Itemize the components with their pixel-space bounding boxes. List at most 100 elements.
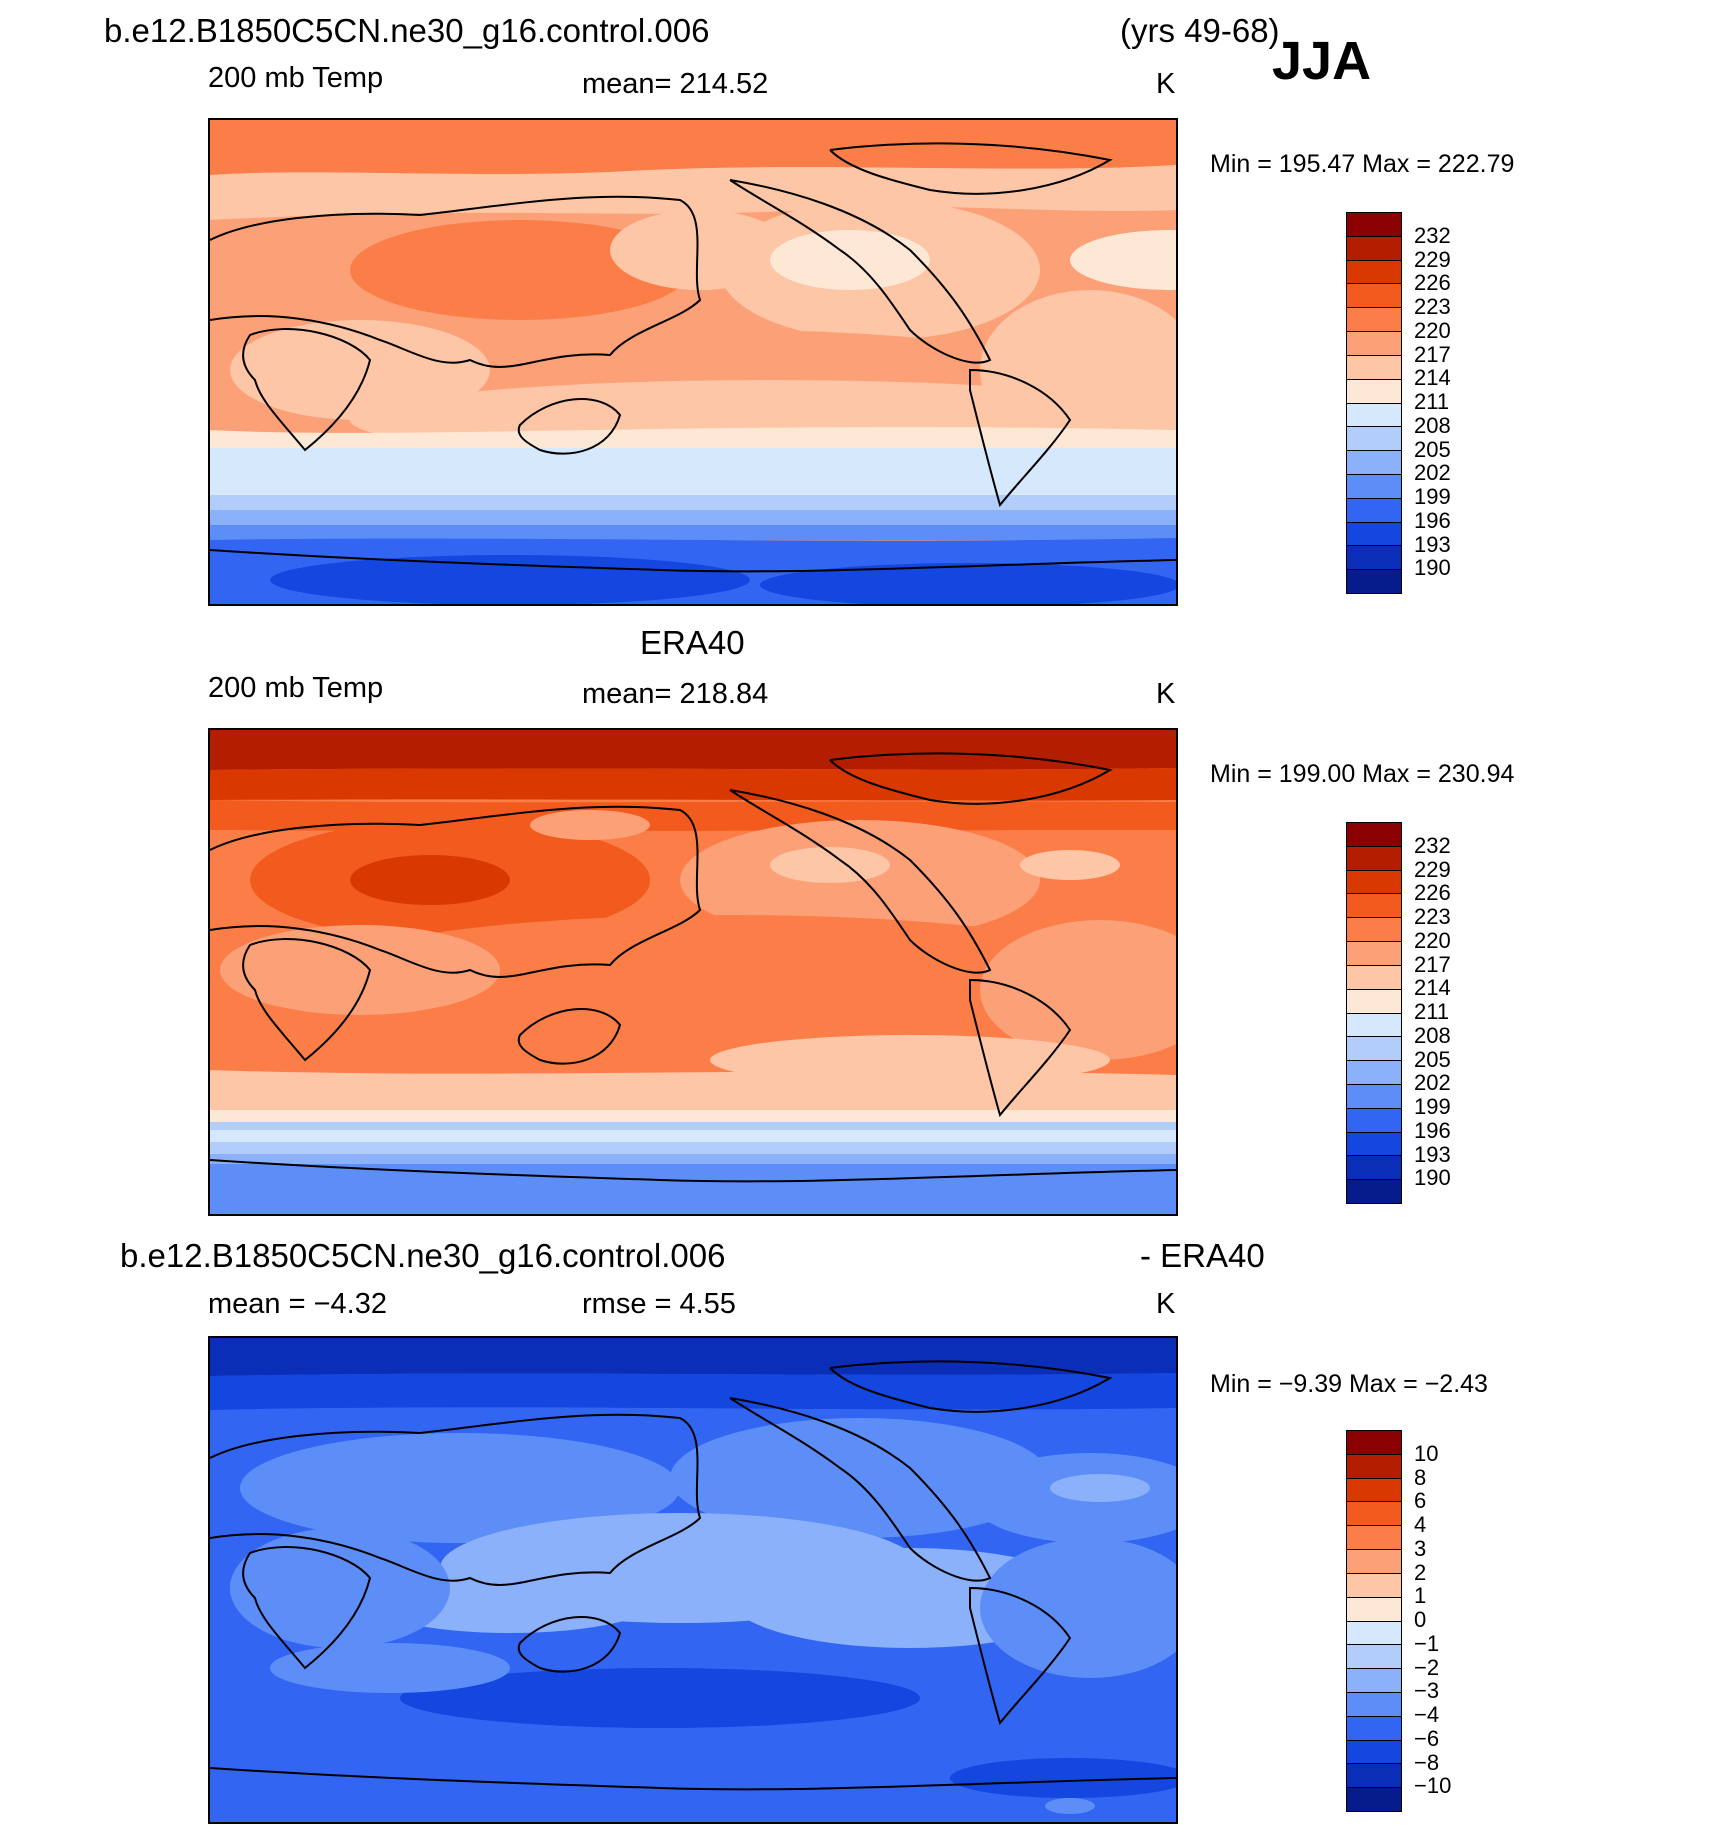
colorbar-swatch <box>1347 989 1401 1014</box>
colorbar-swatch <box>1347 1788 1401 1811</box>
colorbar-level-label: −10 <box>1414 1773 1452 1799</box>
colorbar-swatch <box>1347 1156 1401 1181</box>
colorbar-swatch <box>1347 1573 1401 1598</box>
panel3-mean: mean = −4.32 <box>208 1288 387 1320</box>
colorbar-swatch <box>1347 1084 1401 1109</box>
panel3-rmse: rmse = 4.55 <box>582 1288 736 1320</box>
colorbar-swatch <box>1347 1621 1401 1646</box>
colorbar-swatch <box>1347 1431 1401 1455</box>
colorbar-level-label: 8 <box>1414 1464 1427 1490</box>
panel3-map <box>208 1336 1178 1824</box>
colorbar-swatch <box>1347 1692 1401 1717</box>
colorbar-swatch <box>1347 213 1401 237</box>
years-label: (yrs 49-68) <box>1120 12 1280 49</box>
colorbar-swatch <box>1347 1669 1401 1693</box>
panel2-units: K <box>1156 678 1176 710</box>
colorbar-level-label: 229 <box>1414 856 1451 882</box>
colorbar-swatch <box>1347 284 1401 309</box>
colorbar-level-label: 214 <box>1414 365 1451 391</box>
colorbar-swatch <box>1347 1645 1401 1670</box>
panel2-mean: mean= 218.84 <box>582 678 769 710</box>
colorbar-level-label: 190 <box>1414 555 1451 581</box>
colorbar-swatch <box>1347 1550 1401 1574</box>
panel1-minmax: Min = 195.47 Max = 222.79 <box>1210 150 1515 178</box>
colorbar-swatch <box>1347 1013 1401 1038</box>
colorbar-swatch <box>1347 942 1401 966</box>
colorbar-swatch <box>1347 1740 1401 1765</box>
colorbar-swatch <box>1347 1061 1401 1085</box>
panel2-map <box>208 728 1178 1216</box>
colorbar-swatch <box>1347 1764 1401 1789</box>
colorbar-swatch <box>1347 332 1401 356</box>
colorbar-swatch <box>1347 355 1401 380</box>
colorbar-swatch <box>1347 1502 1401 1527</box>
panel3-colorbar <box>1346 1430 1402 1812</box>
colorbar-level-label: 196 <box>1414 1117 1451 1143</box>
colorbar-swatch <box>1347 1132 1401 1157</box>
colorbar-level-label: 205 <box>1414 436 1451 462</box>
colorbar-level-label: 220 <box>1414 927 1451 953</box>
colorbar-level-label: −6 <box>1414 1725 1440 1751</box>
panel1-map <box>208 118 1178 606</box>
colorbar-level-label: 196 <box>1414 507 1451 533</box>
colorbar-level-label: 202 <box>1414 460 1451 486</box>
colorbar-level-label: −3 <box>1414 1678 1440 1704</box>
colorbar-level-label: 193 <box>1414 1141 1451 1167</box>
panel2-colorbar <box>1346 822 1402 1204</box>
colorbar-level-label: −4 <box>1414 1702 1440 1727</box>
colorbar-swatch <box>1347 1180 1401 1203</box>
colorbar-level-label: 217 <box>1414 341 1451 367</box>
colorbar-level-label: 217 <box>1414 951 1451 977</box>
colorbar-swatch <box>1347 870 1401 895</box>
colorbar-level-label: 220 <box>1414 317 1451 343</box>
panel1-variable: 200 mb Temp <box>208 62 384 94</box>
panel1-mean: mean= 214.52 <box>582 68 769 100</box>
panel3-units: K <box>1156 1288 1176 1320</box>
colorbar-level-label: −2 <box>1414 1654 1440 1680</box>
colorbar-level-label: 214 <box>1414 975 1451 1001</box>
colorbar-level-label: 229 <box>1414 246 1451 272</box>
colorbar-level-label: 208 <box>1414 1022 1451 1048</box>
colorbar-level-label: 2 <box>1414 1559 1427 1585</box>
colorbar-level-label: 208 <box>1414 412 1451 438</box>
panel3-minmax: Min = −9.39 Max = −2.43 <box>1210 1370 1488 1398</box>
colorbar-level-label: 211 <box>1414 389 1450 414</box>
colorbar-swatch <box>1347 451 1401 475</box>
colorbar-swatch <box>1347 474 1401 499</box>
colorbar-level-label: 223 <box>1414 904 1451 929</box>
panel3-title-right: - ERA40 <box>1140 1237 1265 1274</box>
colorbar-swatch <box>1347 1526 1401 1551</box>
case-title: b.e12.B1850C5CN.ne30_g16.control.006 <box>104 12 710 49</box>
colorbar-level-label: 199 <box>1414 484 1451 509</box>
panel3-title-left: b.e12.B1850C5CN.ne30_g16.control.006 <box>120 1237 726 1274</box>
colorbar-level-label: 6 <box>1414 1488 1427 1514</box>
colorbar-swatch <box>1347 427 1401 452</box>
colorbar-swatch <box>1347 403 1401 428</box>
colorbar-level-label: 10 <box>1414 1440 1439 1466</box>
colorbar-level-label: 193 <box>1414 531 1451 557</box>
colorbar-level-label: −8 <box>1414 1749 1440 1775</box>
colorbar-swatch <box>1347 1037 1401 1062</box>
colorbar-level-label: 226 <box>1414 880 1451 906</box>
panel2-minmax: Min = 199.00 Max = 230.94 <box>1210 760 1515 788</box>
season-label: JJA <box>1272 31 1372 91</box>
colorbar-level-label: 190 <box>1414 1165 1451 1191</box>
panel2-variable: 200 mb Temp <box>208 672 384 704</box>
panel1-units: K <box>1156 68 1176 100</box>
colorbar-swatch <box>1347 965 1401 990</box>
colorbar-swatch <box>1347 236 1401 261</box>
colorbar-level-label: 226 <box>1414 270 1451 296</box>
colorbar-swatch <box>1347 498 1401 523</box>
colorbar-swatch <box>1347 1454 1401 1479</box>
colorbar-level-label: −1 <box>1414 1630 1440 1656</box>
colorbar-level-label: 1 <box>1414 1583 1427 1609</box>
colorbar-swatch <box>1347 1108 1401 1133</box>
colorbar-swatch <box>1347 1478 1401 1503</box>
colorbar-level-label: 205 <box>1414 1046 1451 1072</box>
colorbar-level-label: 202 <box>1414 1070 1451 1096</box>
colorbar-swatch <box>1347 1597 1401 1622</box>
panel2-title: ERA40 <box>640 624 745 661</box>
colorbar-swatch <box>1347 260 1401 285</box>
colorbar-swatch <box>1347 546 1401 571</box>
colorbar-swatch <box>1347 823 1401 847</box>
